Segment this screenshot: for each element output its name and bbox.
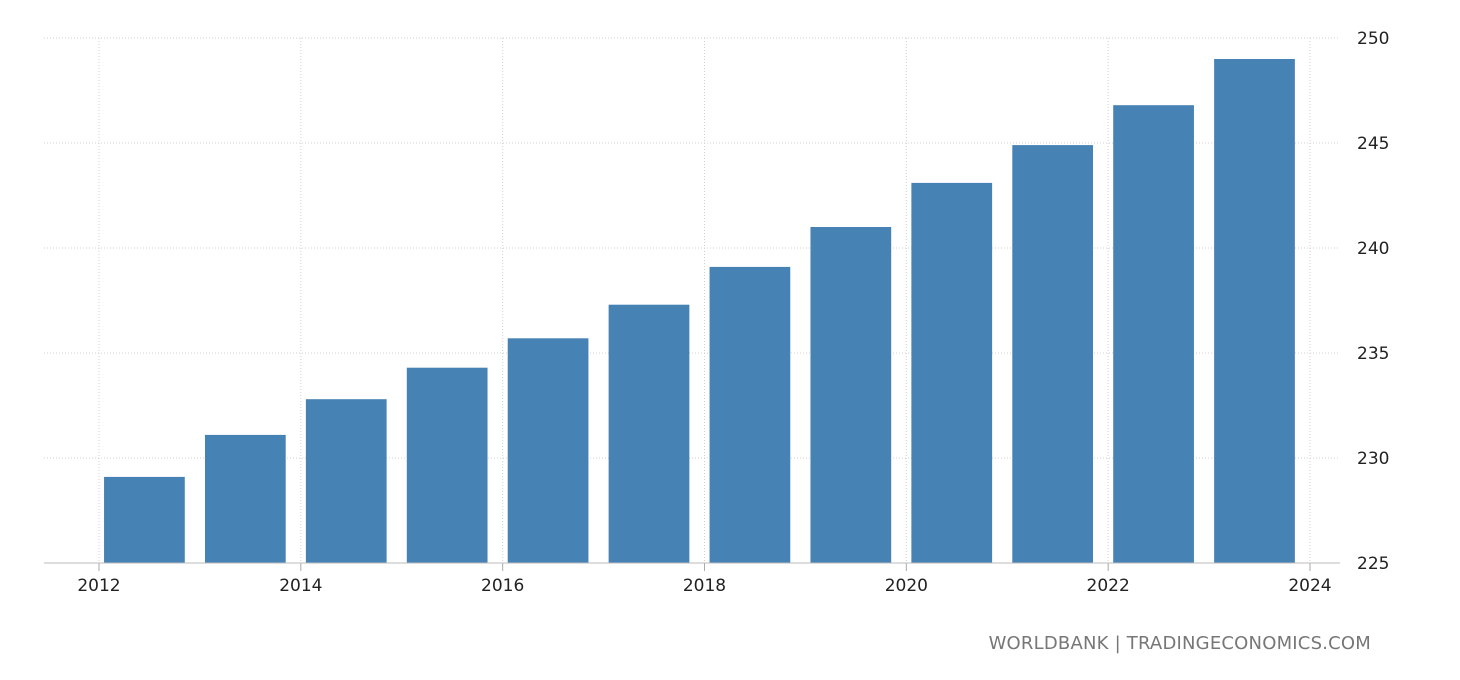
bar-2017 — [608, 304, 690, 563]
bar-2021 — [1012, 145, 1094, 563]
bar-2012 — [104, 476, 185, 563]
y-tick-label: 240 — [1357, 239, 1389, 259]
x-tick-label: 2018 — [683, 576, 726, 596]
y-tick-label: 225 — [1357, 554, 1389, 574]
y-tick-label: 235 — [1357, 344, 1389, 364]
bar-2022 — [1113, 105, 1194, 563]
bar-2023 — [1214, 59, 1295, 563]
bar-2016 — [507, 338, 589, 563]
bar-2013 — [204, 434, 286, 563]
bar-2015 — [406, 367, 488, 563]
y-tick-label: 230 — [1357, 449, 1389, 469]
y-tick-label: 250 — [1357, 29, 1389, 49]
x-tick-label: 2024 — [1288, 576, 1331, 596]
y-tick-label: 245 — [1357, 134, 1389, 154]
x-tick-label: 2014 — [279, 576, 322, 596]
bar-2020 — [911, 182, 993, 563]
x-tick-label: 2022 — [1087, 576, 1130, 596]
x-tick-label: 2012 — [77, 576, 120, 596]
bar-2019 — [810, 227, 892, 563]
x-tick-label: 2020 — [885, 576, 928, 596]
bar-2018 — [709, 266, 791, 563]
source-credit: WORLDBANK | TRADINGECONOMICS.COM — [988, 633, 1371, 654]
bar-2014 — [305, 399, 387, 563]
x-tick-label: 2016 — [481, 576, 524, 596]
